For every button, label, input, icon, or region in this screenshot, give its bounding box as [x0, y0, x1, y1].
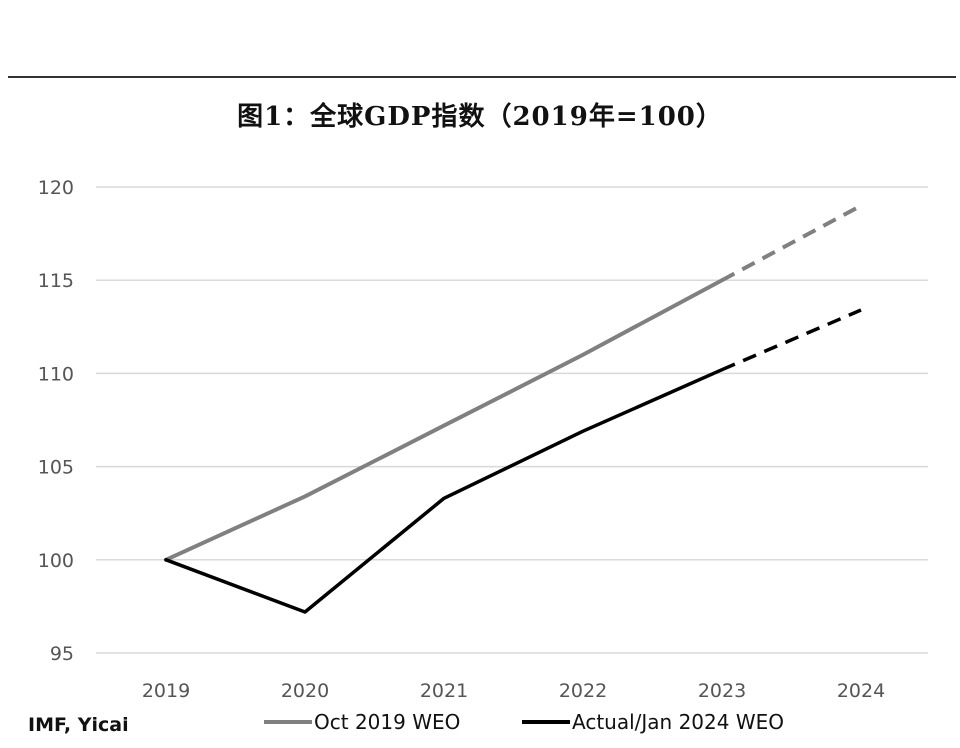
series-line-oct-2019-weo — [164, 278, 724, 562]
x-tick-label: 2023 — [698, 680, 746, 702]
y-tick-label: 100 — [38, 550, 74, 572]
legend: Oct 2019 WEO Actual/Jan 2024 WEO — [264, 710, 784, 734]
legend-label: Oct 2019 WEO — [314, 710, 460, 734]
y-tick-label: 110 — [38, 363, 74, 385]
x-tick-label: 2021 — [420, 680, 468, 702]
source-note: IMF, Yicai — [28, 714, 129, 736]
y-tick-label: 120 — [38, 177, 74, 199]
x-tick-label: 2019 — [142, 680, 190, 702]
gridlines — [96, 186, 928, 654]
series-projection-oct-2019-weo — [721, 203, 862, 282]
legend-label: Actual/Jan 2024 WEO — [572, 710, 784, 734]
chart-title: 图1：全球GDP指数（2019年=100） — [237, 102, 723, 132]
y-tick-label: 115 — [38, 270, 74, 292]
x-tick-label: 2020 — [281, 680, 329, 702]
y-axis-ticks: 95 100 105 110 115 120 — [38, 177, 74, 665]
y-tick-label: 95 — [50, 643, 74, 665]
series-line-actual-jan-2024-weo — [164, 367, 724, 614]
x-axis-ticks: 2019 2020 2021 2022 2023 2024 — [142, 680, 885, 702]
series-lines — [164, 203, 862, 614]
x-tick-label: 2022 — [559, 680, 607, 702]
top-rule — [8, 76, 956, 78]
y-tick-label: 105 — [38, 457, 74, 479]
series-projection-actual-jan-2024-weo — [721, 308, 862, 372]
x-tick-label: 2024 — [837, 680, 885, 702]
